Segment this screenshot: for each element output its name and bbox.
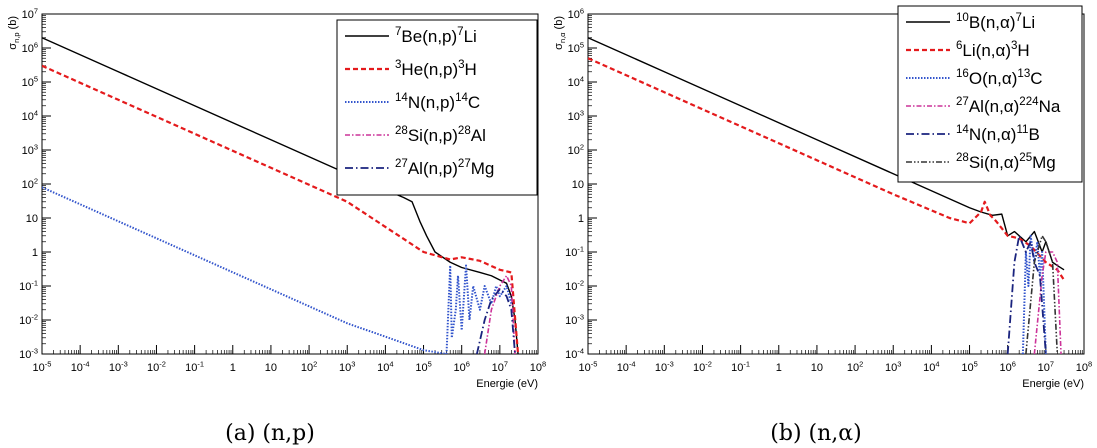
legend-label: 27Al(n,α)224Na (956, 96, 1061, 116)
legend-label: 6Li(n,α)3H (956, 40, 1030, 60)
chart-panel-1: 10-5 10-4 10-3 10-2 10-1 1 10 102 103 104 105 106 10… (7, 7, 546, 446)
x-tick-label: 1 (776, 362, 782, 374)
x-axis-label: Energie (eV) (476, 378, 538, 390)
y-tick-label: 10-2 (19, 313, 38, 327)
x-tick-label: 107 (1038, 360, 1054, 374)
legend: 7Be(n,p)7Li 3He(n,p)3H 14N(n,p)14C 28Si(n,p… (336, 19, 538, 196)
x-tick-label: 10-5 (33, 360, 52, 374)
series-line-3 (1021, 234, 1047, 354)
y-tick-label: 10-2 (565, 279, 584, 293)
legend-label: 16O(n,α)13C (956, 68, 1043, 88)
x-tick-label: 106 (999, 360, 1015, 374)
series-line-4 (483, 274, 516, 354)
y-tick-label: 105 (22, 75, 38, 89)
y-tick-label: 103 (22, 143, 38, 157)
x-tick-label: 102 (301, 360, 317, 374)
x-tick-label: 10-1 (731, 360, 750, 374)
y-tick-label: 102 (568, 143, 584, 157)
x-tick-label: 105 (415, 360, 431, 374)
series-line-3 (42, 186, 513, 354)
y-tick-label: 105 (568, 41, 584, 55)
x-tick-label: 108 (530, 360, 546, 374)
legend-label: 14N(n,α)11B (956, 124, 1040, 144)
legend-label: 28Si(n,p)28Al (395, 125, 486, 145)
y-tick-label: 10 (572, 179, 584, 191)
legend-box (336, 19, 538, 196)
x-tick-label: 103 (339, 360, 355, 374)
x-tick-label: 102 (847, 360, 863, 374)
series-line-5 (1006, 234, 1047, 354)
y-tick-label: 10-1 (565, 245, 584, 259)
series-line-6 (1025, 234, 1059, 354)
x-tick-label: 10-1 (185, 360, 204, 374)
x-tick-label: 107 (492, 360, 508, 374)
series-line-1 (42, 37, 519, 354)
y-tick-label: 106 (568, 7, 584, 21)
legend-box (897, 5, 1083, 183)
x-tick-label: 10-3 (109, 360, 128, 374)
x-tick-label: 106 (453, 360, 469, 374)
y-tick-label: 1 (32, 247, 38, 259)
y-axis-label: σn,p (b) (7, 16, 21, 50)
series-line-2 (588, 57, 1065, 281)
x-tick-label: 108 (1076, 360, 1092, 374)
x-tick-label: 10-4 (617, 360, 636, 374)
figure-caption: (a) (n,p) (225, 421, 315, 446)
series-line-2 (42, 64, 520, 354)
legend-label: 28Si(n,α)25Mg (956, 152, 1056, 172)
y-tick-label: 102 (22, 177, 38, 191)
y-tick-label: 106 (22, 41, 38, 55)
y-tick-label: 10-3 (19, 347, 38, 361)
y-tick-label: 10 (26, 213, 38, 225)
x-tick-label: 104 (377, 360, 393, 374)
legend-label: 14N(n,p)14C (395, 92, 480, 112)
y-tick-label: 104 (22, 109, 38, 123)
y-tick-label: 10-1 (19, 279, 38, 293)
y-tick-label: 10-4 (565, 347, 584, 361)
x-tick-label: 10-4 (71, 360, 90, 374)
x-tick-label: 10-2 (147, 360, 166, 374)
x-tick-label: 10 (811, 362, 823, 374)
legend-label: 3He(n,p)3H (395, 59, 477, 79)
y-axis-label: σn,α (b) (553, 16, 567, 50)
x-tick-label: 10-3 (655, 360, 674, 374)
x-axis-label: Energie (eV) (1022, 378, 1084, 390)
x-tick-label: 105 (961, 360, 977, 374)
y-tick-label: 1 (578, 213, 584, 225)
legend: 10B(n,α)7Li 6Li(n,α)3H 16O(n,α)13C 27Al(n,α… (897, 5, 1083, 183)
x-tick-label: 104 (923, 360, 939, 374)
x-tick-label: 10-2 (693, 360, 712, 374)
series-line-5 (476, 288, 516, 354)
x-tick-label: 10 (265, 362, 277, 374)
y-tick-label: 107 (22, 7, 38, 21)
x-tick-label: 103 (885, 360, 901, 374)
legend-label: 27Al(n,p)27Mg (395, 158, 494, 178)
chart-panel-2: 10-5 10-4 10-3 10-2 10-1 1 10 102 103 104 105 106 10… (553, 5, 1092, 446)
y-tick-label: 103 (568, 109, 584, 123)
legend-label: 7Be(n,p)7Li (395, 26, 477, 46)
y-tick-label: 10-3 (565, 313, 584, 327)
legend-label: 10B(n,α)7Li (956, 12, 1035, 32)
figure-caption: (b) (n,α) (770, 421, 861, 446)
x-tick-label: 1 (230, 362, 236, 374)
x-tick-label: 10-5 (579, 360, 598, 374)
y-tick-label: 104 (568, 75, 584, 89)
